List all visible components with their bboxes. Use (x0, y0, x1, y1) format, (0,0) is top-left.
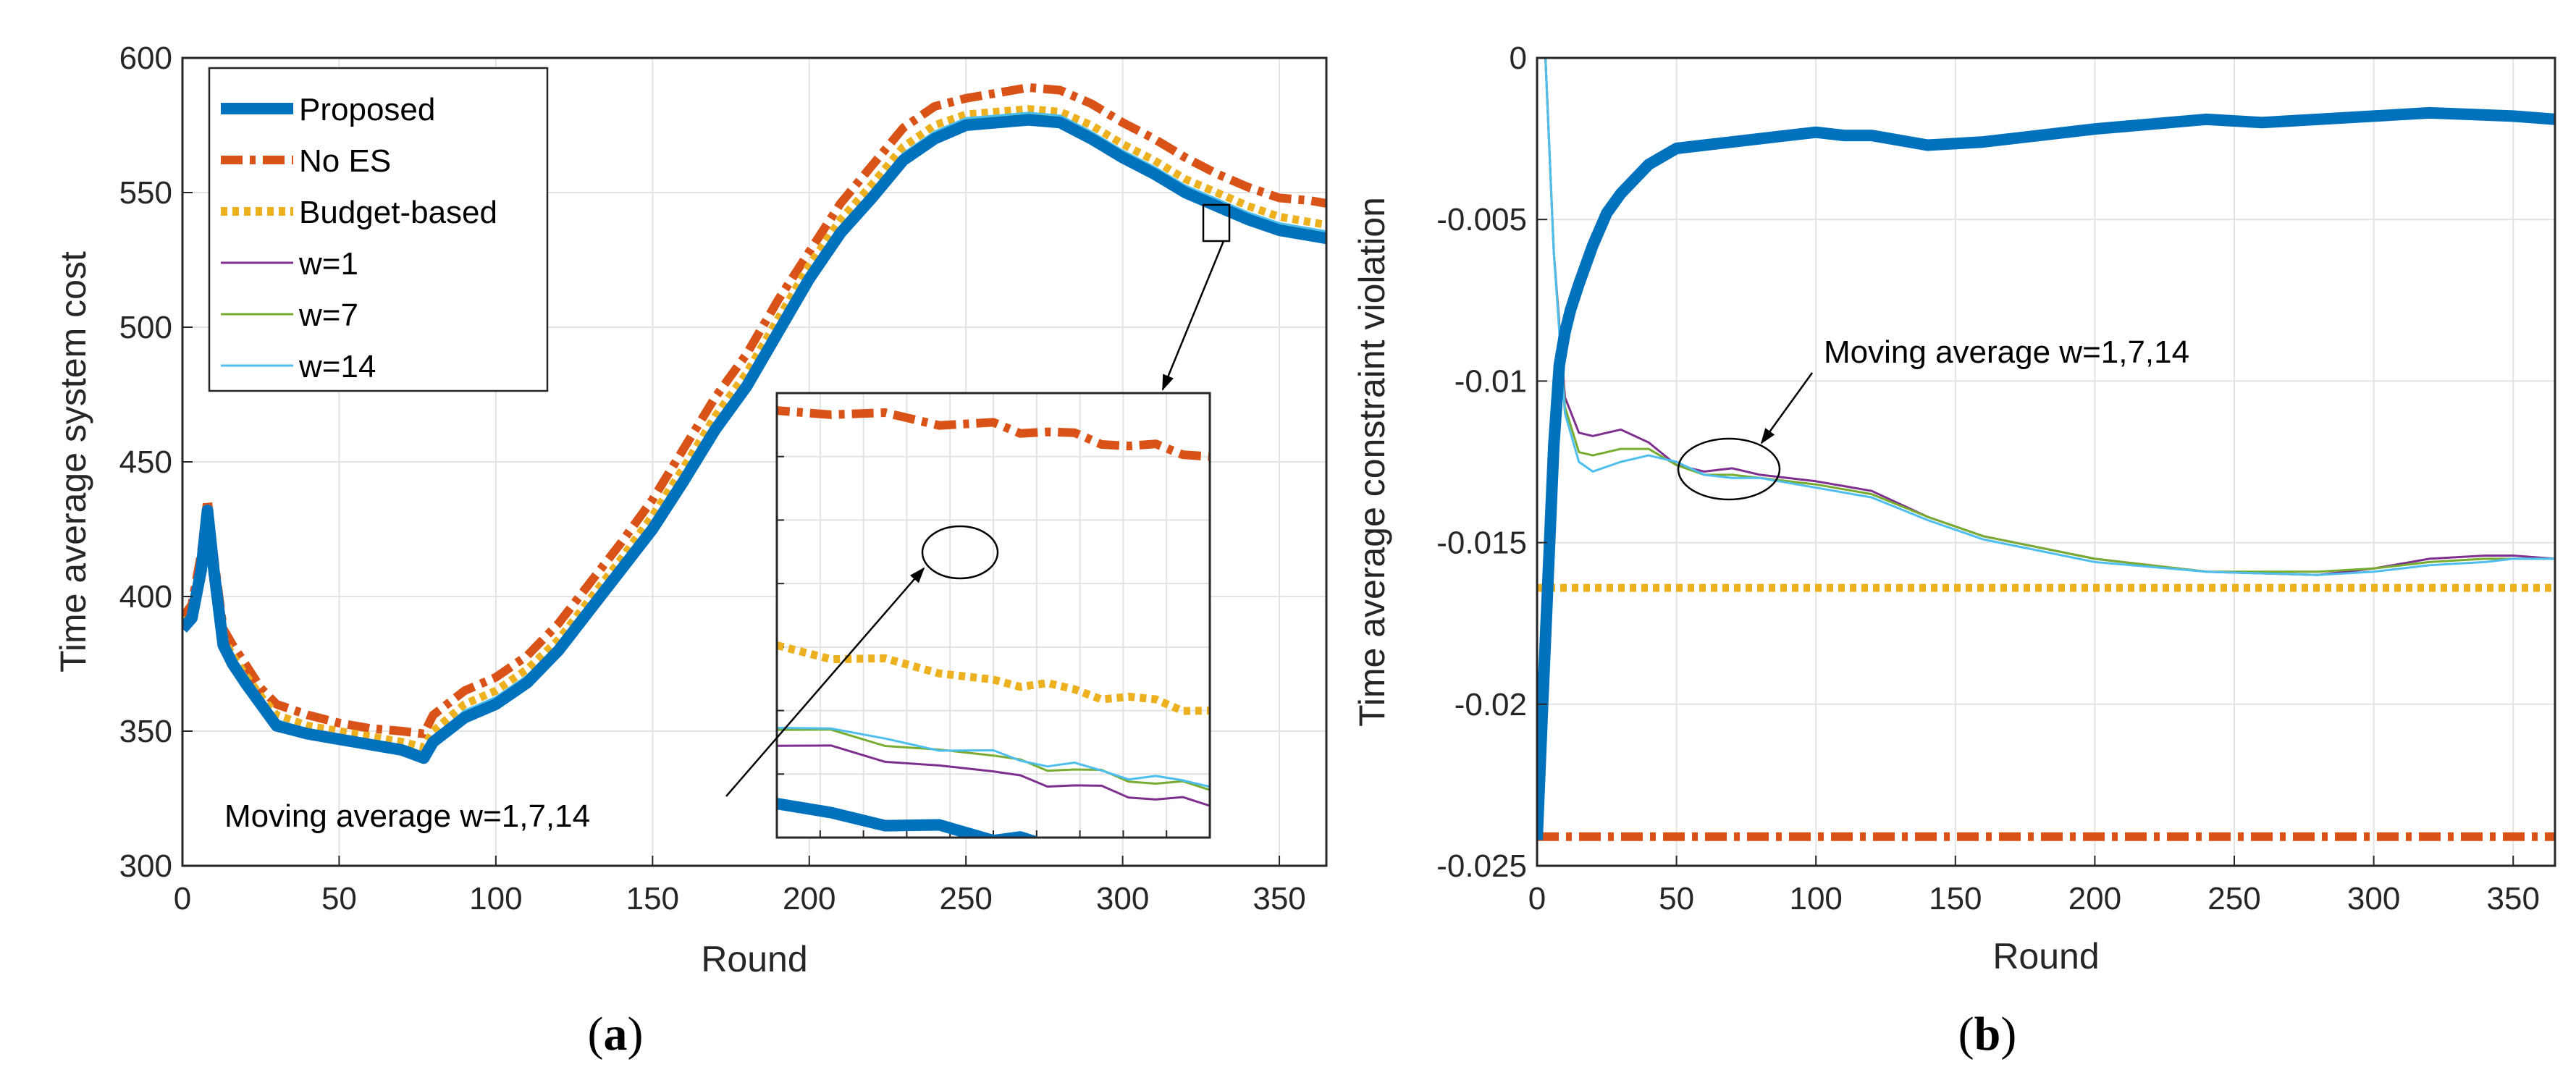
b-xtick-label: 100 (1789, 881, 1842, 916)
ticks-a: 0 50 100 150 200 250 300 350 300 350 400 450 500 550 6… (119, 41, 1306, 916)
b-ytick-label: 0 (1510, 41, 1527, 76)
a-xtick-label: 350 (1253, 881, 1305, 916)
legend-label-no-es: No ES (299, 143, 391, 179)
legend-box (208, 67, 549, 392)
a-ytick-label: 500 (119, 310, 172, 345)
x-axis-label-b: Round (1992, 936, 2099, 977)
a-ytick-label: 600 (119, 41, 172, 76)
a-xtick-label: 300 (1096, 881, 1149, 916)
a-series-no-es (182, 83, 1326, 738)
b-series-w-14 (1544, 58, 2555, 576)
a-xtick-label: 250 (939, 881, 992, 916)
inset-box (775, 392, 1211, 839)
a-xtick-label: 50 (321, 881, 357, 916)
ticks-b: 0 50 100 150 200 250 300 350 -0.025 -0.02 -0.015 -0… (1436, 41, 2540, 916)
b-xtick-label: 150 (1929, 881, 1982, 916)
a-ytick-label: 550 (119, 175, 172, 211)
inset-a (775, 392, 1211, 839)
caption-a: (a) (588, 1008, 644, 1061)
a-ytick-label: 450 (119, 444, 172, 480)
grid-b (1536, 57, 2555, 867)
b-ytick-label: -0.01 (1455, 363, 1527, 399)
b-xtick-label: 300 (2347, 881, 2400, 916)
legend-a: Proposed No ES Budget-based w=1 w=7 w=14 (208, 67, 549, 392)
inset-series-budget-based (777, 641, 1210, 715)
b-series-proposed (1537, 106, 2555, 840)
highlight-ellipse-b (1677, 437, 1781, 501)
legend-label-w7: w=7 (298, 298, 358, 333)
x-axis-label-a: Round (701, 939, 807, 979)
b-ytick-label: -0.015 (1436, 526, 1527, 561)
a-xtick-label: 0 (174, 881, 191, 916)
series-group-b (1537, 58, 2555, 841)
zoom-region-marker (1202, 203, 1231, 243)
inset-series-w-1 (777, 744, 1210, 807)
y-axis-label-b: Time average constraint violation (1352, 197, 1392, 727)
b-series-w-7 (1544, 58, 2555, 573)
a-xtick-label: 150 (626, 881, 679, 916)
caption-b: (b) (1958, 1008, 2017, 1061)
annotation-arrow-b (1760, 372, 1814, 444)
legend-label-w14: w=14 (298, 349, 376, 384)
a-ytick-label: 300 (119, 848, 172, 884)
series-group-a (182, 83, 1326, 764)
b-ytick-label: -0.02 (1455, 687, 1527, 722)
b-xtick-label: 250 (2207, 881, 2260, 916)
inset-series-group (777, 406, 1210, 838)
panel-b: 0 50 100 150 200 250 300 350 -0.025 -0.02 -0.015 -0… (1352, 41, 2556, 1061)
y-axis-label-a: Time average system cost (53, 251, 93, 673)
a-xtick-label: 100 (469, 881, 522, 916)
b-xtick-label: 350 (2487, 881, 2540, 916)
zoom-arrow (1161, 240, 1225, 391)
inset-series-w-14 (777, 726, 1210, 788)
legend-label-w1: w=1 (298, 246, 358, 282)
axes-box-b (1536, 56, 2556, 867)
b-ytick-label: -0.025 (1436, 848, 1527, 884)
b-xtick-label: 200 (2068, 881, 2121, 916)
b-ytick-label: -0.005 (1436, 202, 1527, 237)
a-ytick-label: 400 (119, 579, 172, 615)
b-xtick-label: 50 (1659, 881, 1694, 916)
b-xtick-label: 0 (1528, 881, 1546, 916)
a-ytick-label: 350 (119, 714, 172, 749)
caption-a-letter: a (604, 1008, 628, 1061)
annotation-arrow-a (725, 567, 925, 797)
inset-series-w-7 (777, 728, 1210, 791)
legend-label-proposed: Proposed (299, 92, 435, 127)
a-xtick-label: 200 (783, 881, 835, 916)
a-series-proposed (182, 114, 1326, 764)
legend-label-budget: Budget-based (299, 195, 497, 230)
panel-a: 0 50 100 150 200 250 300 350 300 350 400 450 500 550 6… (53, 41, 1328, 1061)
inset-series-no-es (777, 406, 1210, 461)
caption-b-letter: b (1974, 1008, 2001, 1061)
annotation-a: Moving average w=1,7,14 (224, 798, 590, 834)
annotation-b: Moving average w=1,7,14 (1824, 334, 2189, 370)
inset-highlight-ellipse (921, 525, 999, 580)
